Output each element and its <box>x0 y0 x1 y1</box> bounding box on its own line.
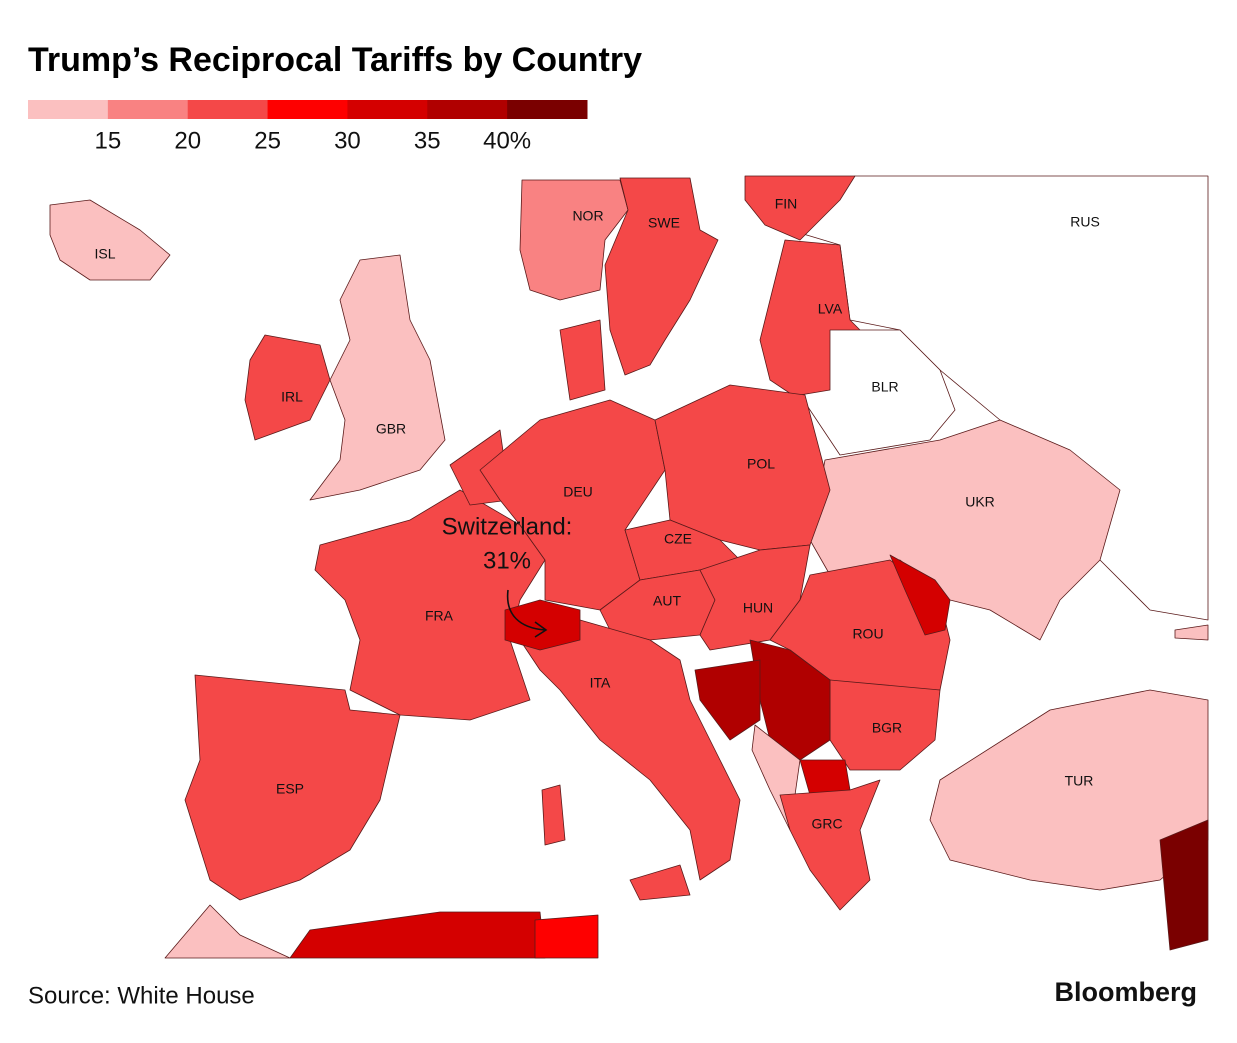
legend-tick-label: 25 <box>254 127 281 154</box>
country-label: AUT <box>653 593 681 609</box>
country-label: DEU <box>563 484 593 500</box>
map <box>49 175 1209 959</box>
country-shape <box>604 177 719 376</box>
legend-swatch <box>507 100 588 119</box>
annotation: Switzerland: <box>442 513 573 540</box>
legend: 15 20 25 30 35 40% <box>28 100 588 154</box>
legend-swatch <box>28 100 109 119</box>
country-label: NOR <box>572 208 603 224</box>
country-shape <box>1174 624 1209 641</box>
country-shape <box>929 689 1209 891</box>
country-label: POL <box>747 456 775 472</box>
legend-swatch <box>427 100 508 119</box>
country-shape <box>749 639 831 761</box>
legend-swatch <box>187 100 269 119</box>
country-label: TUR <box>1065 773 1094 789</box>
legend-swatch <box>107 100 189 119</box>
annotation: 31% <box>483 547 531 574</box>
country-shape <box>889 554 951 636</box>
legend-swatch <box>267 100 348 119</box>
country-shape <box>534 914 599 959</box>
legend-tick-label: 15 <box>95 127 122 154</box>
legend-swatch <box>347 100 428 119</box>
country-label: GBR <box>376 421 406 437</box>
annotation-arrow <box>506 589 548 638</box>
country-shape <box>694 659 761 741</box>
country-shape <box>559 319 606 401</box>
country-label: SWE <box>648 215 680 231</box>
country-label: IRL <box>281 389 303 405</box>
country-shape <box>779 779 881 911</box>
country-label: UKR <box>965 494 995 510</box>
legend-tick-label: 30 <box>334 127 361 154</box>
brand-logo: Bloomberg <box>1054 977 1197 1007</box>
country-label: FRA <box>425 608 454 624</box>
country-shape <box>164 904 291 959</box>
country-shape <box>799 759 851 796</box>
country-label: GRC <box>811 816 842 832</box>
country-label: ESP <box>276 781 304 797</box>
legend-tick-label: 40% <box>483 127 531 154</box>
country-shape <box>519 619 741 881</box>
country-shape <box>504 599 581 651</box>
country-label: BGR <box>872 720 902 736</box>
country-shape <box>309 254 446 501</box>
country-shape <box>244 334 331 441</box>
country-shape <box>289 911 546 959</box>
legend-tick-label: 20 <box>174 127 201 154</box>
legend-tick-label: 35 <box>414 127 441 154</box>
country-labels: ISL NOR SWE FIN RUS LVA BLR IRL GBR POL DEU UKR CZE A… <box>94 196 1099 832</box>
country-label: RUS <box>1070 214 1100 230</box>
source: Source: White House <box>28 982 255 1009</box>
country-label: FIN <box>775 196 798 212</box>
country-shape <box>541 784 566 846</box>
title: Trump’s Reciprocal Tariffs by Country <box>28 41 642 79</box>
country-label: BLR <box>871 379 898 395</box>
country-label: ROU <box>852 626 883 642</box>
country-shape <box>629 864 691 901</box>
country-label: LVA <box>818 301 843 317</box>
country-label: ITA <box>590 675 611 691</box>
country-label: ISL <box>94 246 115 262</box>
country-label: HUN <box>743 600 773 616</box>
country-shape <box>744 175 856 241</box>
country-shape <box>1159 819 1209 951</box>
country-label: CZE <box>664 531 692 547</box>
country-shape <box>49 199 171 281</box>
country-shape <box>184 674 401 901</box>
country-shape <box>799 329 956 456</box>
